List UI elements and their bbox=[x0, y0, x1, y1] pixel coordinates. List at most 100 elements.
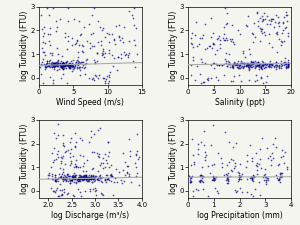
Point bbox=[74, 165, 79, 169]
Point bbox=[86, 76, 91, 79]
Point bbox=[219, 156, 224, 160]
Point bbox=[131, 6, 136, 10]
Point bbox=[57, 63, 62, 67]
Point bbox=[264, 175, 268, 179]
Point bbox=[106, 52, 111, 55]
Point bbox=[69, 176, 74, 180]
Point bbox=[99, 176, 104, 179]
Point bbox=[87, 41, 92, 45]
Point bbox=[273, 63, 278, 67]
Point bbox=[277, 178, 281, 181]
Point bbox=[197, 72, 202, 76]
Point bbox=[58, 175, 62, 179]
Point bbox=[60, 64, 65, 68]
Point bbox=[67, 177, 72, 181]
Point bbox=[134, 174, 139, 178]
Point bbox=[234, 65, 239, 69]
Point bbox=[62, 150, 67, 153]
Point bbox=[70, 179, 75, 182]
Point bbox=[58, 64, 63, 67]
Point bbox=[260, 18, 265, 21]
Point bbox=[68, 178, 73, 182]
Point bbox=[244, 63, 249, 67]
Point bbox=[189, 37, 194, 40]
Point bbox=[87, 178, 92, 181]
Point bbox=[70, 174, 75, 178]
Point bbox=[50, 174, 54, 178]
Point bbox=[250, 63, 254, 66]
Point bbox=[196, 142, 201, 146]
Point bbox=[122, 179, 126, 183]
Point bbox=[98, 126, 103, 129]
Point bbox=[83, 177, 88, 180]
Point bbox=[259, 14, 264, 18]
Point bbox=[59, 63, 64, 67]
Point bbox=[241, 64, 246, 68]
Point bbox=[127, 51, 132, 55]
Point bbox=[272, 64, 277, 68]
Point bbox=[83, 65, 88, 69]
Point bbox=[210, 163, 215, 166]
Point bbox=[255, 24, 260, 28]
Point bbox=[187, 177, 192, 180]
Point bbox=[123, 160, 128, 163]
Point bbox=[190, 189, 195, 193]
Point bbox=[75, 178, 80, 181]
Point bbox=[268, 59, 272, 63]
Point bbox=[284, 67, 288, 70]
Point bbox=[68, 64, 73, 68]
Point bbox=[100, 52, 105, 56]
Point bbox=[70, 64, 74, 67]
Point bbox=[223, 38, 227, 42]
Point bbox=[115, 180, 119, 184]
Point bbox=[52, 65, 57, 68]
Point bbox=[251, 62, 256, 66]
Point bbox=[68, 63, 73, 67]
Point bbox=[70, 58, 75, 62]
Point bbox=[45, 6, 50, 10]
Point bbox=[247, 63, 252, 66]
Point bbox=[46, 173, 51, 176]
Point bbox=[264, 62, 269, 66]
Point bbox=[267, 62, 272, 66]
Point bbox=[61, 180, 65, 183]
Point bbox=[63, 176, 68, 180]
Point bbox=[60, 67, 65, 70]
Point bbox=[67, 64, 72, 68]
Point bbox=[116, 55, 121, 58]
Point bbox=[280, 174, 285, 177]
Point bbox=[64, 176, 68, 180]
Point bbox=[59, 161, 64, 164]
Point bbox=[50, 65, 54, 69]
Point bbox=[223, 58, 228, 61]
Point bbox=[55, 61, 60, 65]
Point bbox=[231, 62, 236, 65]
Point bbox=[95, 128, 100, 132]
Point bbox=[68, 63, 73, 66]
Point bbox=[200, 60, 205, 64]
Point bbox=[267, 22, 272, 26]
Point bbox=[125, 164, 130, 168]
Point bbox=[228, 79, 233, 83]
Point bbox=[64, 176, 69, 180]
Point bbox=[126, 172, 131, 176]
Point bbox=[226, 62, 231, 66]
Point bbox=[52, 178, 57, 182]
Point bbox=[259, 27, 264, 30]
Point bbox=[76, 179, 81, 183]
Point bbox=[264, 178, 268, 182]
Point bbox=[278, 60, 283, 63]
Point bbox=[250, 60, 254, 64]
Point bbox=[258, 26, 262, 30]
Point bbox=[191, 58, 196, 61]
Point bbox=[276, 16, 280, 19]
Point bbox=[252, 21, 257, 25]
Point bbox=[81, 169, 85, 173]
Point bbox=[237, 73, 242, 77]
Point bbox=[76, 177, 80, 180]
Point bbox=[61, 65, 66, 69]
Point bbox=[90, 150, 95, 153]
Point bbox=[85, 180, 90, 183]
Point bbox=[263, 62, 268, 66]
Point bbox=[101, 161, 106, 165]
